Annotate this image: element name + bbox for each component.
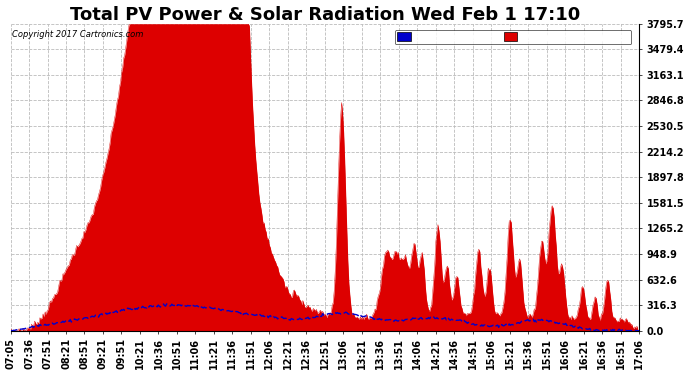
Text: Copyright 2017 Cartronics.com: Copyright 2017 Cartronics.com — [12, 30, 144, 39]
Title: Total PV Power & Solar Radiation Wed Feb 1 17:10: Total PV Power & Solar Radiation Wed Feb… — [70, 6, 580, 24]
Legend: Radiation (w/m2), PV Panels (DC Watts): Radiation (w/m2), PV Panels (DC Watts) — [395, 30, 631, 44]
